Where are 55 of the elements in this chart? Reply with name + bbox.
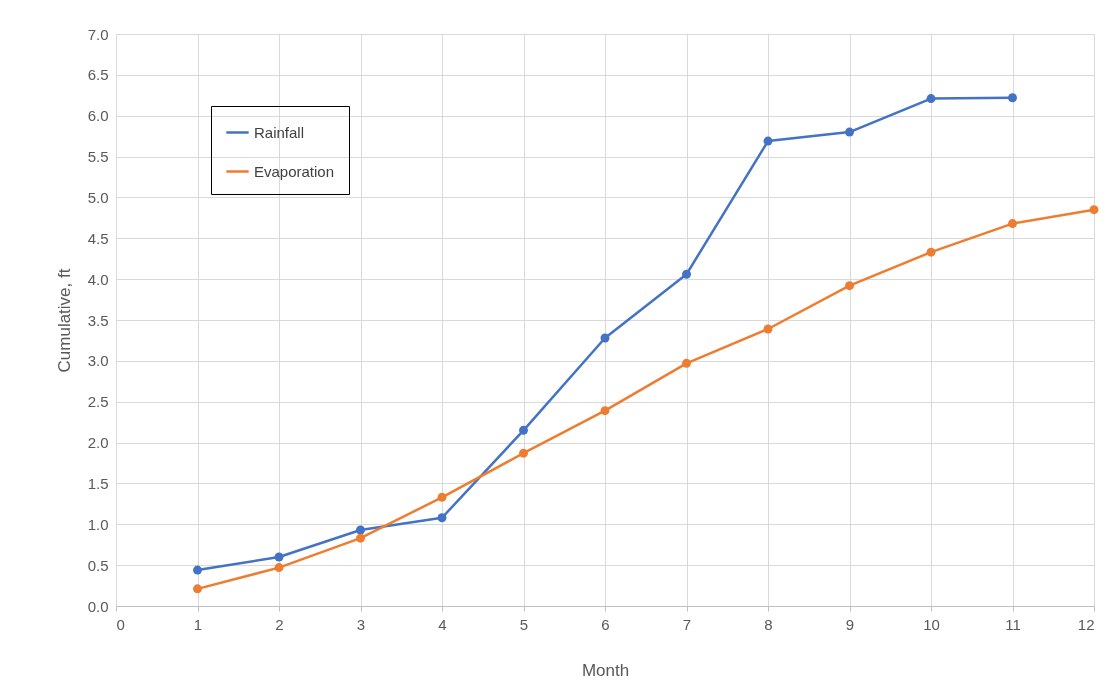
x-tick-label: 0: [116, 615, 125, 633]
x-tick-label: 11: [1005, 615, 1021, 633]
point: [1089, 205, 1099, 215]
x-tick-label: 4: [438, 615, 447, 633]
y-tick-label: 4.0: [87, 270, 109, 288]
x-tick-label: 2: [275, 615, 284, 633]
y-tick-label: 7.0: [87, 25, 109, 43]
y-tick-label: 3.0: [87, 352, 109, 370]
y-tick-label: 2.0: [87, 434, 109, 452]
point: [193, 565, 202, 575]
point: [926, 247, 936, 257]
y-tick-label: 3.5: [87, 311, 109, 329]
x-tick-label: 7: [682, 615, 692, 633]
x-tick-label: 6: [601, 615, 610, 633]
y-tick-label: 4.5: [87, 229, 109, 247]
y-tick-label: 5.5: [87, 148, 109, 166]
point: [763, 324, 773, 334]
point: [193, 584, 202, 594]
point: [845, 127, 854, 137]
x-tick-label: 5: [519, 615, 529, 633]
y-tick-label: 2.5: [87, 393, 109, 411]
y-axis-title: Cumulative, ft: [54, 268, 74, 373]
legend-label: Evaporation: [254, 162, 335, 180]
y-tick-label: 6.5: [87, 66, 109, 84]
y-tick-label: 6.0: [87, 107, 109, 125]
point: [682, 358, 691, 368]
x-tick-label: 10: [923, 615, 940, 633]
y-tick-label: 5.0: [87, 188, 109, 206]
x-tick-label: 9: [845, 615, 855, 633]
point: [274, 563, 284, 573]
point: [763, 136, 773, 146]
x-axis-title: Month: [581, 660, 630, 680]
point: [682, 269, 691, 279]
point: [437, 513, 447, 523]
point: [845, 281, 854, 291]
legend-label: Rainfall: [254, 123, 305, 141]
y-tick-label: 0.5: [87, 556, 109, 574]
point: [356, 533, 365, 543]
x-tick-label: 12: [1077, 615, 1095, 633]
y-tick-label: 1.5: [87, 474, 109, 492]
point: [926, 94, 936, 104]
point: [519, 425, 528, 435]
point: [1008, 93, 1017, 103]
point: [356, 525, 365, 535]
x-tick-label: 8: [764, 615, 773, 633]
point: [437, 492, 447, 502]
x-tick-label: 1: [193, 615, 203, 633]
point: [274, 552, 284, 562]
y-tick-label: 0.0: [87, 597, 109, 615]
point: [1008, 219, 1017, 229]
x-tick-label: 3: [356, 615, 366, 633]
point: [519, 448, 528, 458]
point: [600, 333, 610, 343]
y-tick-label: 1.0: [87, 515, 109, 533]
point: [600, 406, 610, 416]
